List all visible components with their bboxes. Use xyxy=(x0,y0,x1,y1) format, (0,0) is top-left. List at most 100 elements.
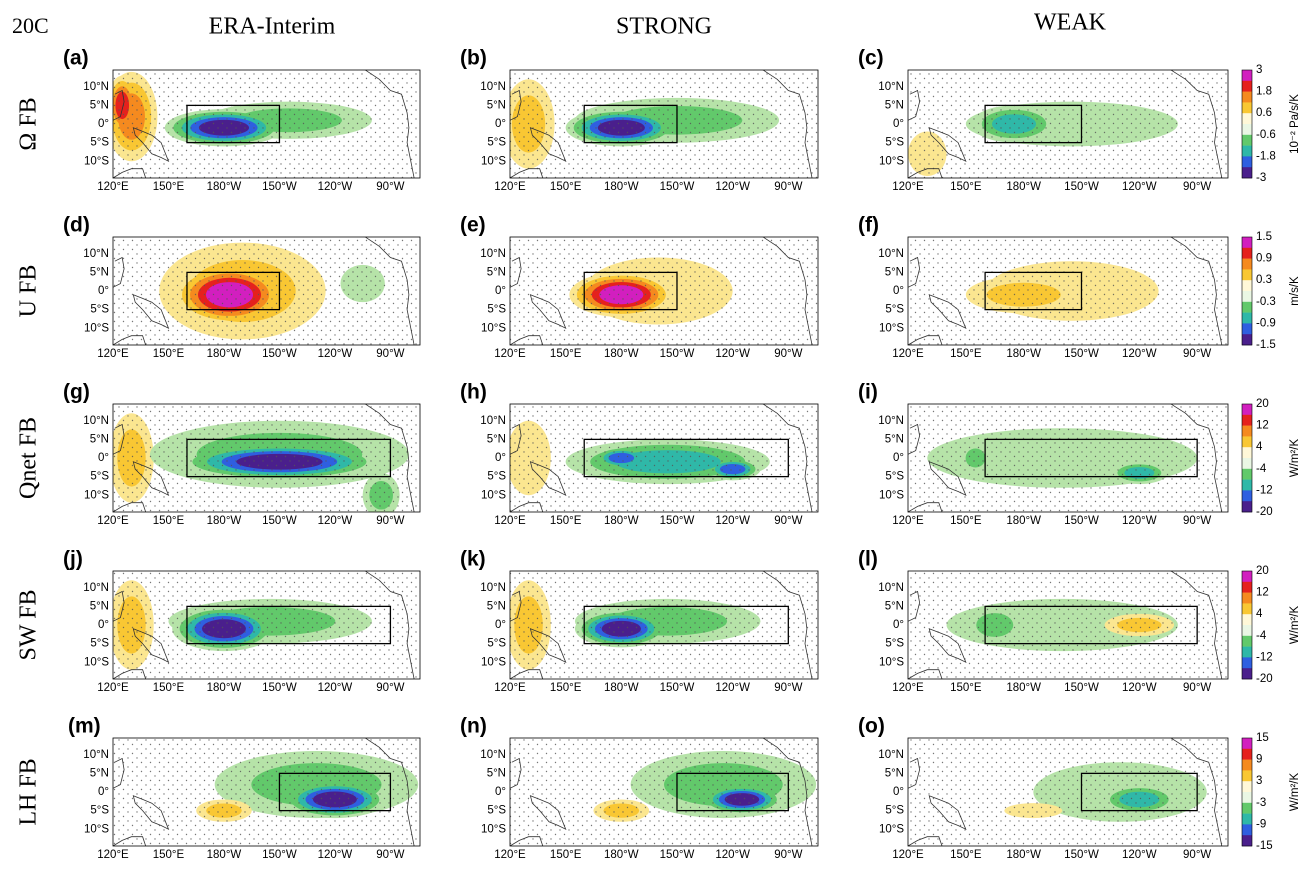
coastline xyxy=(510,168,544,178)
lon-tick-label: 120°E xyxy=(97,348,129,360)
colorbar-segment xyxy=(1242,167,1252,179)
lon-tick-label: 120°W xyxy=(318,515,353,527)
colorbar-frame xyxy=(1241,236,1253,346)
colorbar-tick-label: -1.8 xyxy=(1256,150,1276,162)
panel-letter: (o) xyxy=(858,715,885,738)
lon-tick-label: 120°W xyxy=(1122,682,1157,694)
coastline xyxy=(908,423,921,455)
map-panel xyxy=(113,404,420,512)
lon-tick-label: 90°W xyxy=(1183,849,1211,861)
lat-tick-label: 0° xyxy=(98,285,109,297)
lon-tick-label: 120°E xyxy=(97,849,129,861)
lat-tick-label: 5°S xyxy=(90,304,109,316)
coastline xyxy=(510,256,522,288)
lat-tick-label: 0° xyxy=(98,619,109,631)
colorbar-segment xyxy=(1242,592,1252,604)
lon-tick-label: 150°W xyxy=(1064,181,1099,193)
region-box xyxy=(583,605,789,645)
region-box xyxy=(984,438,1198,478)
lat-tick-label: 5°S xyxy=(90,638,109,650)
coastline xyxy=(908,335,943,345)
coastline xyxy=(762,70,813,178)
coastline xyxy=(762,738,813,846)
lon-tick-label: 90°W xyxy=(376,181,404,193)
colorbar-tick-label: 4 xyxy=(1256,608,1263,620)
lat-tick-label: 5°N xyxy=(487,600,506,612)
stippling xyxy=(908,738,1228,846)
lon-tick-label: 120°E xyxy=(494,849,526,861)
lat-tick-label: 10°N xyxy=(480,415,506,427)
stippling xyxy=(510,738,818,846)
coastline xyxy=(364,571,415,679)
lon-tick-label: 180°W xyxy=(604,181,639,193)
lon-tick-label: 120°W xyxy=(1122,348,1157,360)
lon-tick-label: 150°E xyxy=(950,348,982,360)
lon-tick-label: 180°W xyxy=(1006,515,1041,527)
stippling xyxy=(908,237,1228,345)
colorbar-segment xyxy=(1242,501,1252,513)
lat-tick-label: 5°N xyxy=(90,266,109,278)
coastline xyxy=(364,237,415,345)
stippling xyxy=(113,738,420,846)
colorbar-frame xyxy=(1241,69,1253,179)
map-frame xyxy=(509,236,819,346)
lon-tick-label: 120°E xyxy=(494,515,526,527)
lat-tick-label: 5°S xyxy=(885,137,904,149)
lon-tick-label: 120°E xyxy=(892,515,924,527)
map-frame xyxy=(112,69,421,179)
colorbar-tick-label: -3 xyxy=(1256,797,1266,809)
lat-tick-label: 0° xyxy=(893,619,904,631)
lat-tick-label: 5°S xyxy=(487,471,506,483)
lon-tick-label: 120°W xyxy=(715,849,750,861)
colorbar-segment xyxy=(1242,425,1252,437)
stippling xyxy=(510,404,818,512)
map-panel xyxy=(908,70,1228,178)
lon-tick-label: 120°W xyxy=(715,348,750,360)
lon-tick-label: 180°W xyxy=(604,348,639,360)
coastline xyxy=(928,795,967,831)
lon-tick-label: 90°W xyxy=(774,682,802,694)
lat-tick-label: 10°S xyxy=(481,489,506,501)
lon-tick-label: 150°W xyxy=(1064,849,1099,861)
coastline xyxy=(132,461,170,497)
lon-tick-label: 180°W xyxy=(207,849,242,861)
lat-tick-label: 0° xyxy=(495,786,506,798)
lat-tick-label: 10°N xyxy=(878,582,904,594)
lon-tick-label: 90°W xyxy=(1183,682,1211,694)
coastline xyxy=(908,168,943,178)
map-panel xyxy=(510,571,818,679)
colorbar-segment xyxy=(1242,334,1252,346)
lon-tick-label: 120°W xyxy=(715,181,750,193)
colorbar-segment xyxy=(1242,802,1252,814)
column-header: WEAK xyxy=(1034,10,1107,36)
lat-tick-label: 10°N xyxy=(878,749,904,761)
map-frame xyxy=(112,737,421,847)
column-header: STRONG xyxy=(616,14,712,40)
lon-tick-label: 90°W xyxy=(774,849,802,861)
lon-tick-label: 120°W xyxy=(1122,181,1157,193)
coastline xyxy=(762,404,813,512)
map-panel xyxy=(510,738,818,846)
lat-tick-label: 10°N xyxy=(83,248,109,260)
colorbar-segment xyxy=(1242,813,1252,825)
lat-tick-label: 5°S xyxy=(885,471,904,483)
colorbar-segment xyxy=(1242,237,1252,249)
colorbar-segment xyxy=(1242,657,1252,669)
colorbar-unit: m/s/K xyxy=(1289,276,1301,306)
stippling xyxy=(113,237,420,345)
coastline xyxy=(132,294,170,330)
map-frame xyxy=(907,236,1229,346)
region-box xyxy=(186,605,392,645)
coastline xyxy=(364,404,415,512)
lat-tick-label: 5°N xyxy=(90,600,109,612)
coastline xyxy=(113,335,147,345)
coastline xyxy=(529,628,567,664)
coastline xyxy=(113,502,147,512)
stippling xyxy=(113,404,420,512)
coastline xyxy=(510,757,522,789)
coastline xyxy=(928,628,967,664)
map-panel xyxy=(908,738,1228,846)
panel-letter: (b) xyxy=(460,47,487,70)
region-box xyxy=(278,772,392,812)
colorbar-tick-label: 0.9 xyxy=(1256,253,1272,265)
